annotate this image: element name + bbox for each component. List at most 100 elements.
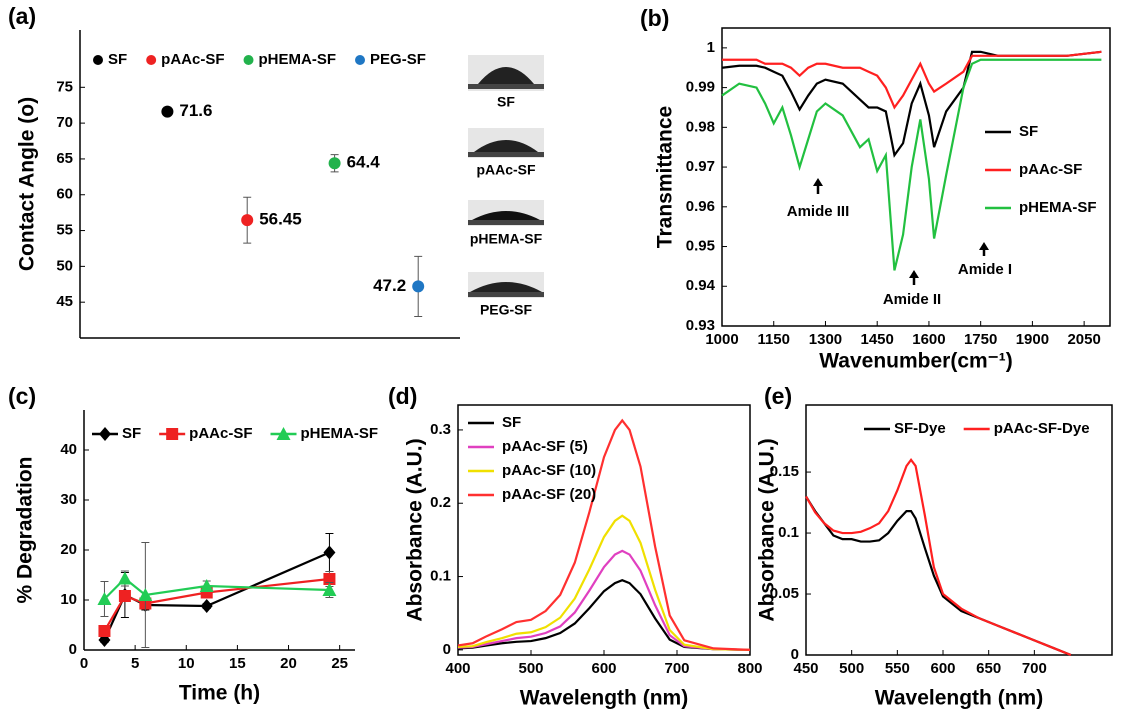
marker [138, 588, 153, 601]
legend-label: SF [502, 414, 521, 431]
panel: (d) 0 0.1 0.2 0.3 400 500 600 700 800 Absorbance (… [388, 383, 763, 709]
x-tick-label: 500 [839, 660, 864, 677]
data-label: 56.45 [259, 210, 302, 229]
series-line [457, 514, 751, 651]
legend-marker [355, 55, 366, 65]
y-tick-label: 0.1 [778, 524, 799, 541]
marker [98, 625, 111, 637]
panel: (b) 0.93 0.94 0.95 0.96 0.97 0.98 0.99 1 1000 1150… [640, 5, 1111, 373]
y-tick-label: 45 [56, 293, 73, 310]
series-line [457, 418, 751, 651]
legend-marker [99, 427, 111, 441]
series-line [722, 50, 1102, 110]
y-axis-label: Transmittance [654, 106, 677, 248]
x-tick-label: 650 [976, 660, 1001, 677]
y-tick-label: 10 [60, 591, 77, 608]
droplet [478, 67, 534, 84]
marker [322, 583, 337, 596]
x-tick-label: 1150 [757, 331, 790, 348]
panel-label: (d) [388, 383, 417, 409]
x-tick-label: 1300 [809, 331, 842, 348]
y-tick-label: 0.15 [770, 463, 799, 480]
legend-label: SF-Dye [894, 420, 946, 437]
marker [161, 105, 174, 118]
series-line [103, 577, 330, 600]
data-label: 64.4 [347, 153, 381, 172]
legend-marker [166, 428, 179, 440]
legend-label: pAAc-SF (5) [502, 438, 588, 455]
legend-marker [276, 427, 291, 440]
x-tick-label: 2050 [1067, 331, 1100, 348]
y-tick-label: 0.99 [686, 79, 715, 96]
y-axis-label: Absorbance (A.U.) [756, 438, 779, 621]
panel: (e) 0 0.05 0.1 0.15 450 500 550 600 650 700 Absorba… [756, 383, 1113, 710]
legend-label: pHEMA-SF [1019, 199, 1097, 216]
marker [97, 592, 112, 605]
x-tick-label: 0 [80, 655, 88, 672]
panel-label: (e) [764, 383, 792, 409]
x-tick-label: 700 [1022, 660, 1047, 677]
droplet [474, 140, 538, 152]
y-tick-label: 0.1 [430, 568, 451, 585]
y-tick-label: 60 [56, 186, 73, 203]
x-tick-label: 550 [885, 660, 910, 677]
data-label: 47.2 [373, 276, 406, 295]
y-tick-label: 65 [56, 150, 73, 167]
marker [118, 590, 131, 602]
x-tick-label: 400 [445, 660, 470, 677]
y-tick-label: 55 [56, 222, 73, 239]
image-label: pHEMA-SF [470, 231, 543, 247]
droplet-images: SF pAAc-SF pHEMA-SF PEG-SF [468, 55, 544, 318]
legend-marker [146, 55, 157, 65]
legend-label: pHEMA-SF [259, 51, 337, 68]
y-tick-label: 0 [443, 641, 451, 658]
y-tick-label: 0.98 [686, 118, 715, 135]
y-tick-label: 0.94 [686, 277, 716, 294]
series-line [721, 58, 1102, 271]
x-axis-label: Wavelength (nm) [875, 687, 1043, 710]
series-line [721, 50, 1102, 158]
annotation: Amide II [883, 291, 941, 308]
y-tick-label: 0.97 [686, 158, 715, 175]
y-tick-label: 1 [707, 39, 715, 56]
panel-label: (b) [640, 5, 669, 31]
y-tick-label: 70 [56, 114, 73, 131]
panel: (a) 45 50 55 60 65 70 75 Contact Angle (o) 71.6 56… [8, 3, 460, 339]
data-label: 71.6 [179, 101, 212, 120]
marker [200, 599, 213, 613]
y-tick-label: 0.3 [430, 421, 451, 438]
y-tick-label: 0.96 [686, 198, 715, 215]
y-tick-label: 0 [69, 641, 77, 658]
x-tick-label: 450 [793, 660, 818, 677]
x-tick-label: 1900 [1016, 331, 1049, 348]
legend-label: pAAc-SF-Dye [994, 420, 1090, 437]
annotation-arrowhead [979, 242, 989, 250]
x-axis-label: Wavelength (nm) [520, 687, 688, 710]
x-tick-label: 20 [280, 655, 297, 672]
series-line [457, 579, 751, 651]
y-tick-label: 0.2 [430, 494, 451, 511]
legend-marker [93, 55, 103, 65]
x-tick-label: 600 [591, 660, 616, 677]
legend-label: pAAc-SF [161, 51, 224, 68]
x-axis-label: Wavenumber(cm⁻¹) [819, 350, 1013, 373]
x-tick-label: 10 [178, 655, 195, 672]
y-tick-label: 30 [60, 491, 77, 508]
panel: (c) 0 10 20 30 40 0 5 10 15 20 25 % Degradation Time … [8, 383, 378, 704]
annotation-arrowhead [909, 270, 919, 278]
legend-label: SF [108, 51, 127, 68]
x-axis-label: Time (h) [179, 682, 260, 705]
marker [412, 280, 425, 293]
marker [328, 157, 341, 170]
legend-label: SF [122, 425, 141, 442]
x-tick-label: 1450 [861, 331, 894, 348]
marker [117, 571, 132, 585]
x-tick-label: 500 [518, 660, 543, 677]
x-tick-label: 1000 [705, 331, 738, 348]
x-tick-label: 1750 [964, 331, 997, 348]
droplet [472, 211, 540, 220]
annotation: Amide III [787, 203, 850, 220]
legend-marker [243, 55, 254, 65]
y-tick-label: 50 [56, 257, 73, 274]
